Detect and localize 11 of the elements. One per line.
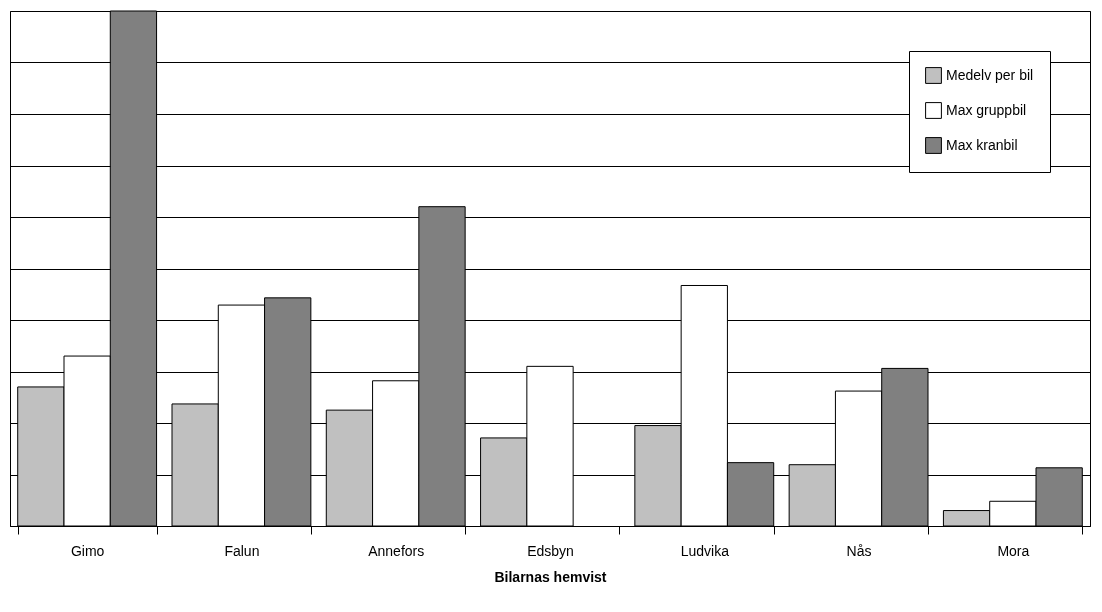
x-tick-label: Edsbyn	[527, 542, 574, 559]
x-tick-label: Mora	[997, 542, 1030, 559]
x-axis-title: Bilarnas hemvist	[494, 568, 607, 585]
x-tick-label: Gimo	[70, 542, 105, 559]
x-tick-label: Annefors	[368, 542, 425, 559]
legend-label: Medelv per bil	[946, 66, 1034, 83]
legend-label: Max kranbil	[946, 136, 1018, 153]
x-tick-label: Nås	[846, 542, 872, 559]
x-tick-label: Ludvika	[680, 542, 730, 559]
x-tick-label: Falun	[224, 542, 260, 559]
legend-label: Max gruppbil	[946, 101, 1027, 118]
